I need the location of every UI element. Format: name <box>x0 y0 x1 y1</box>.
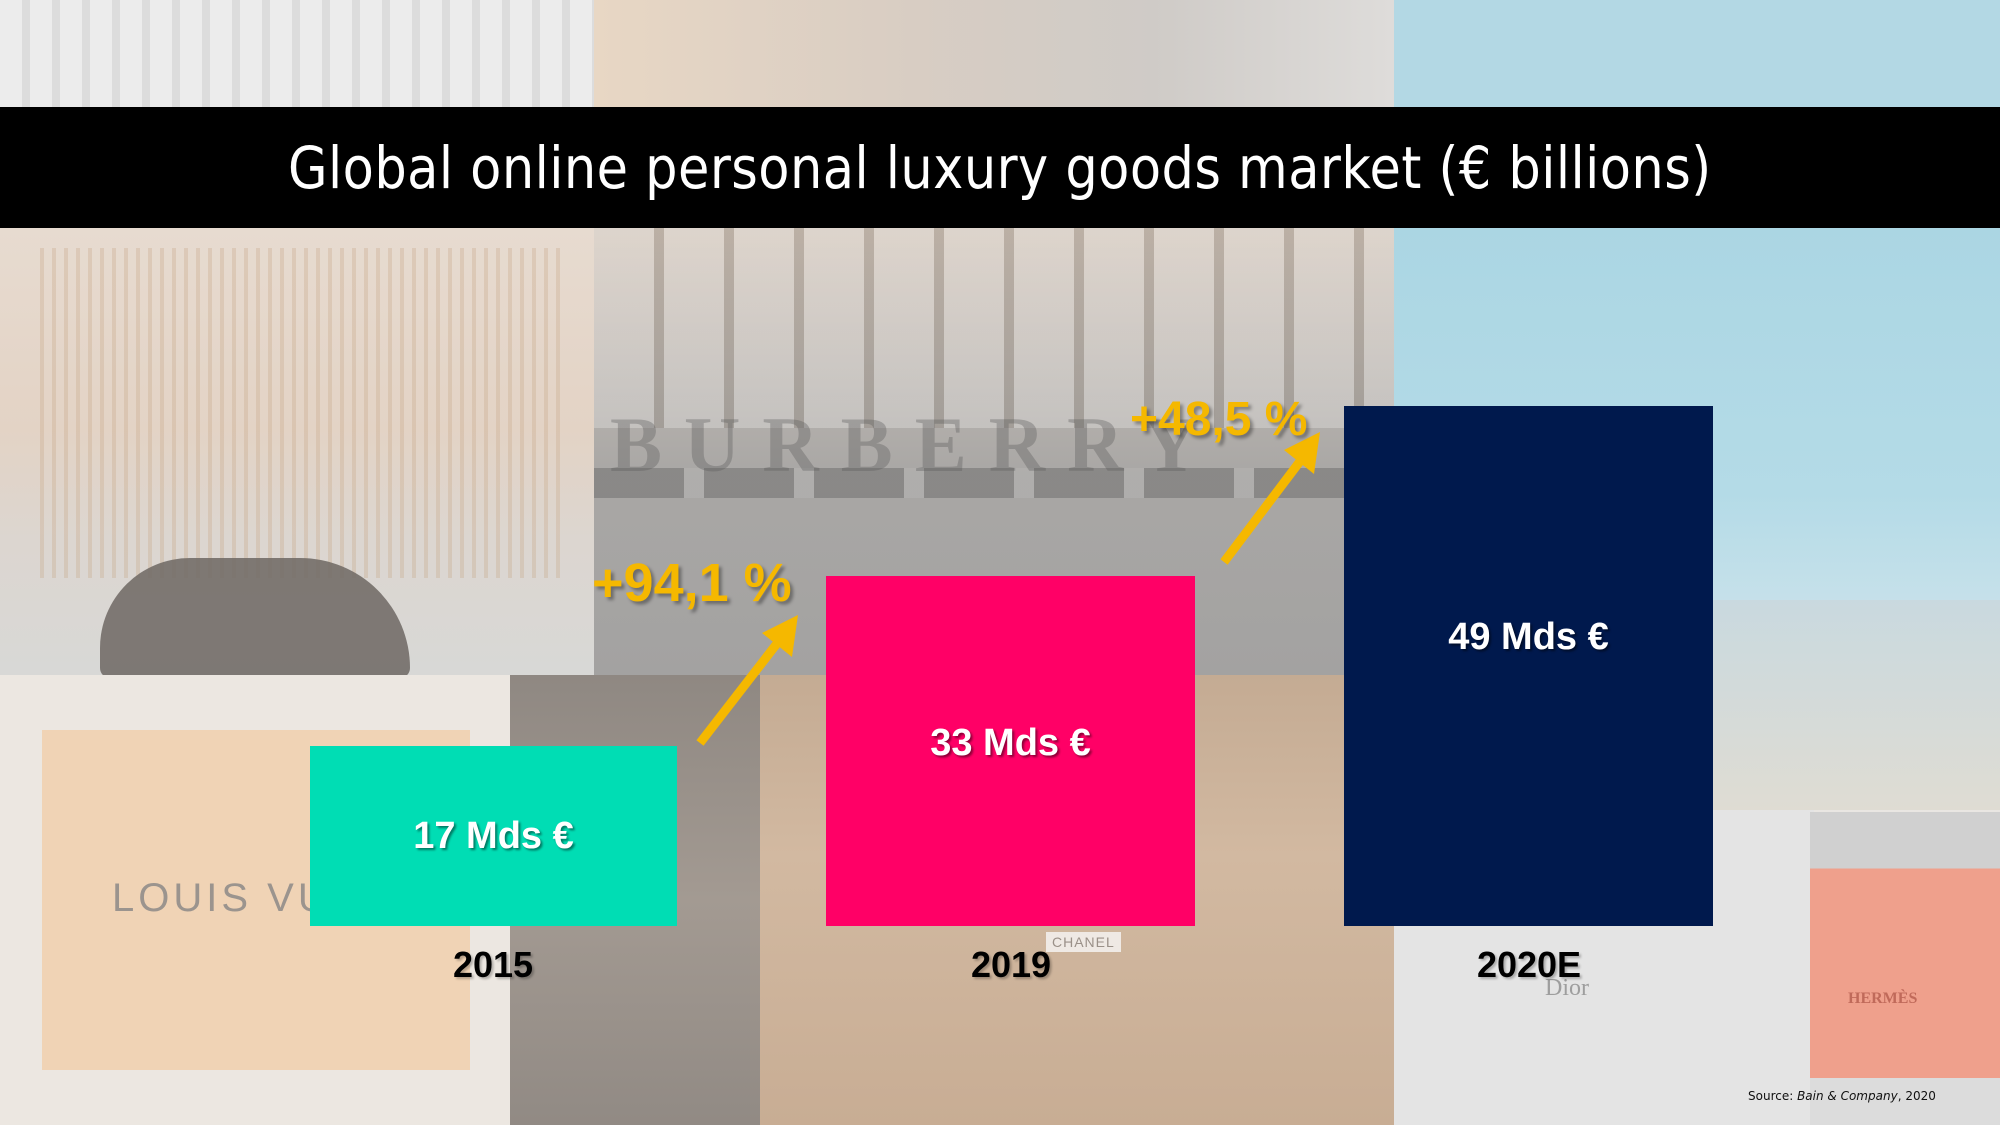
growth-label-2019-2020e: +48,5 % <box>1130 393 1308 446</box>
background-brand-hermes: HERMÈS <box>1848 990 1918 1007</box>
title-bar: Global online personal luxury goods mark… <box>0 107 2000 228</box>
year-label-2019: 2019 <box>970 944 1052 985</box>
growth-arrow-icon <box>1220 432 1320 565</box>
year-label-2015: 2015 <box>452 944 534 985</box>
year-label-2020e: 2020E <box>1476 944 1582 985</box>
source-suffix: , 2020 <box>1897 1089 1936 1103</box>
bar-2019: 33 Mds € <box>826 576 1195 926</box>
source-citation: Source: Bain & Company, 2020 <box>1748 1089 1936 1103</box>
growth-label-2015-2019: +94,1 % <box>592 553 792 613</box>
background-photo-hermes-orange <box>1810 812 2000 1125</box>
bar-2020e: 49 Mds € <box>1344 406 1713 926</box>
background-brand-dior: Dior <box>1545 975 1589 1001</box>
chart-title: Global online personal luxury goods mark… <box>288 133 1712 202</box>
bar-value-label: 17 Mds € <box>413 814 574 857</box>
bar-value-label: 49 Mds € <box>1448 616 1609 658</box>
bar-value-label: 33 Mds € <box>930 722 1091 764</box>
growth-arrow-icon <box>696 615 798 746</box>
background-photo-street-store <box>0 228 594 675</box>
bar-2015: 17 Mds € <box>310 746 677 926</box>
source-name: Bain & Company <box>1797 1089 1898 1103</box>
background-photo-hermes-building <box>0 0 594 107</box>
background-brand-chanel: CHANEL <box>1046 932 1121 952</box>
background-photo-sky-top <box>1394 0 2000 107</box>
source-prefix: Source: <box>1748 1089 1798 1103</box>
background-brand-burberry: BURBERRY <box>610 401 1221 488</box>
background-photo-building-top <box>594 0 1394 107</box>
